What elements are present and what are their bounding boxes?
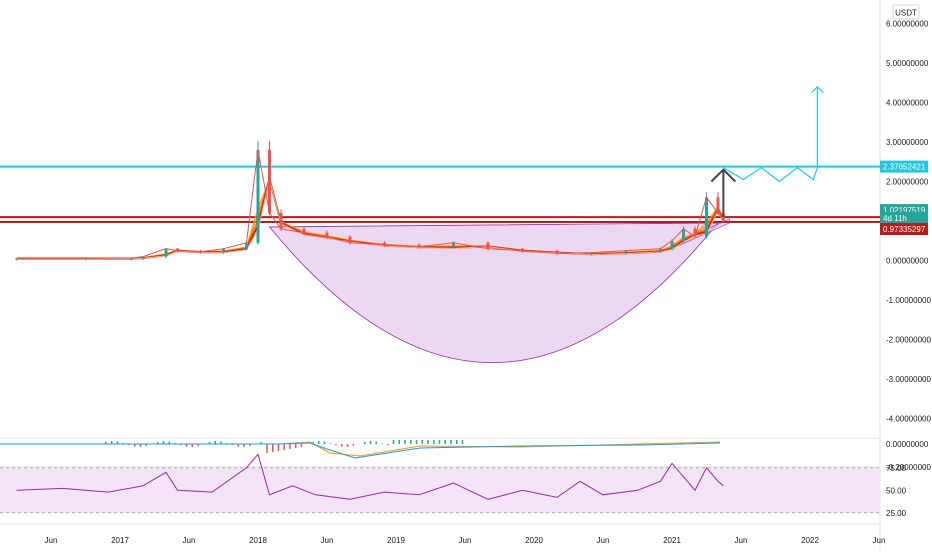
oscillator-bar [399,440,401,444]
rsi-band [0,468,880,513]
x-tick-label: 2021 [663,536,681,545]
y-tick-label: -3.00000000 [886,375,931,384]
price-label-text: 2.37652421 [883,163,926,172]
candle-body [165,249,168,257]
oscillator-bar [318,441,320,444]
oscillator-tick-label: 0.00000000 [886,440,929,449]
y-tick-label: 5.00000000 [886,59,929,68]
candle-body [717,197,720,213]
y-tick-label: -2.00000000 [886,336,931,345]
oscillator-bar [456,440,458,444]
oscillator-bar [324,442,326,444]
oscillator-bar [335,444,337,445]
oscillator-bar [301,444,303,447]
oscillator-bar [450,440,452,444]
x-tick-label: Jun [321,536,334,545]
oscillator-bar [427,440,429,444]
oscillator-bar [410,440,412,444]
cup-formation [270,223,719,363]
oscillator-bar [341,444,343,447]
x-tick-label: Jun [735,536,748,545]
rsi-tick-label: 50.00 [886,486,907,495]
oscillator-bar [370,441,372,444]
candle-body [705,197,708,237]
x-tick-label: Jun [183,536,196,545]
candle-body [487,243,490,249]
oscillator-bar [353,444,355,446]
y-tick-label: 3.00000000 [886,138,929,147]
rsi-tick-label: 75.00 [886,464,907,473]
oscillator-bar [393,440,395,444]
oscillator-bar [266,444,268,453]
price-label-text: 0.97335297 [883,225,926,234]
x-tick-label: Jun [873,536,886,545]
candle-body [349,237,352,243]
oscillator-bar [376,442,378,444]
oscillator-bar [289,444,291,449]
x-tick-label: 2018 [249,536,267,545]
y-tick-label: 6.00000000 [886,20,929,29]
x-tick-label: Jun [597,536,610,545]
y-tick-label: -1.00000000 [886,296,931,305]
oscillator-bar [347,444,349,447]
x-tick-label: 2019 [387,536,405,545]
candle-body [280,213,283,229]
x-tick-label: 2017 [111,536,129,545]
candle-body [257,150,260,243]
y-tick-label: -4.00000000 [886,415,931,424]
oscillator-bar [284,444,286,450]
oscillator-bar [381,443,383,444]
oscillator-bar [278,444,280,451]
y-tick-label: 0.00000000 [886,257,929,266]
oscillator-bar [422,440,424,444]
oscillator-bar [439,440,441,444]
oscillator-bar [462,440,464,444]
candle-body [245,243,248,249]
price-label-text: 4d 11h [883,214,907,223]
rsi-tick-label: 25.00 [886,509,907,518]
oscillator-bar [433,440,435,444]
x-tick-label: 2020 [525,536,543,545]
currency-label: USDT [895,9,917,18]
oscillator-bar [404,440,406,444]
oscillator-bar [295,444,297,448]
x-tick-label: Jun [45,536,58,545]
x-tick-label: Jun [459,536,472,545]
oscillator-bar [272,444,274,452]
y-tick-label: 4.00000000 [886,99,929,108]
oscillator-bar [364,442,366,444]
candle-body [268,150,271,213]
oscillator-bar [330,443,332,444]
x-tick-label: 2022 [801,536,819,545]
y-tick-label: 2.00000000 [886,178,929,187]
oscillator-bar [416,440,418,444]
oscillator-bar [445,440,447,444]
oscillator-bar [387,444,389,445]
